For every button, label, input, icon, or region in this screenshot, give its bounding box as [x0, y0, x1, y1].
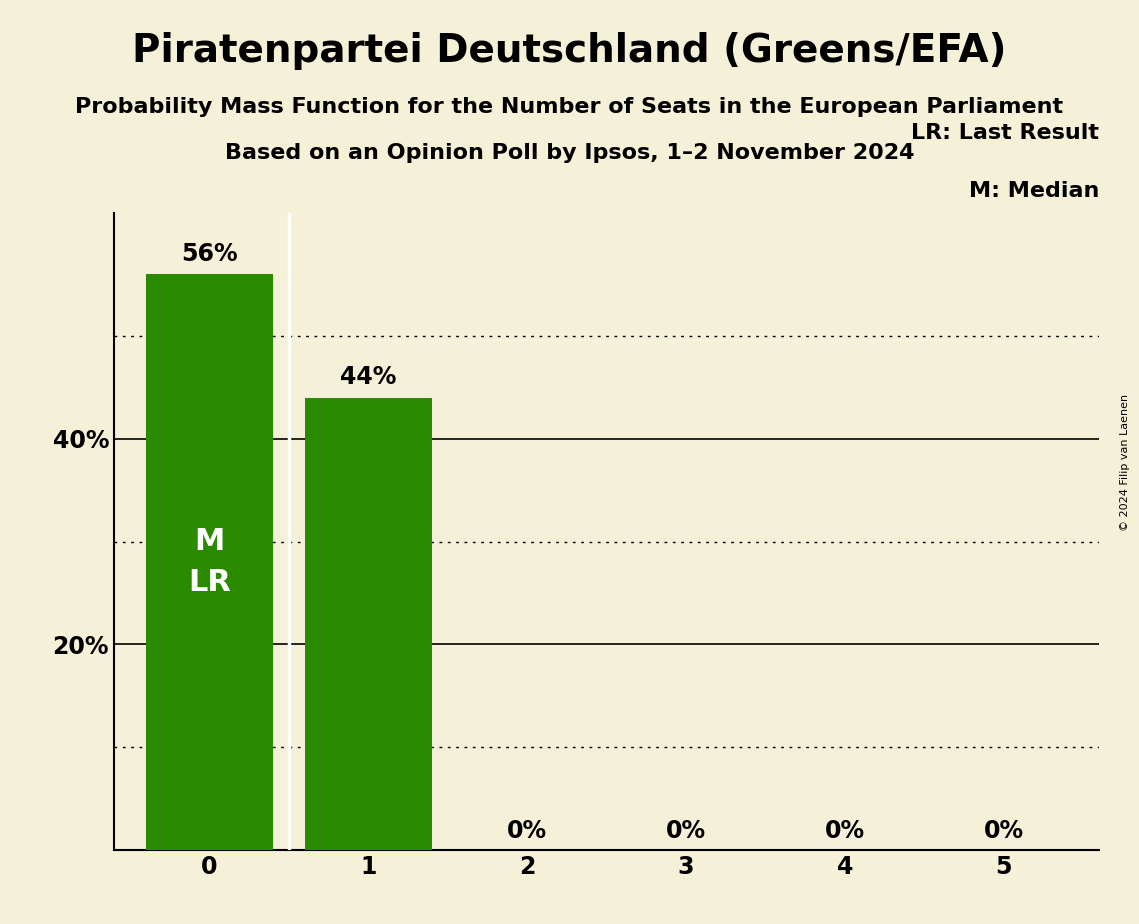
Bar — [146, 274, 273, 850]
Text: 0%: 0% — [984, 819, 1024, 843]
Text: LR: Last Result: LR: Last Result — [911, 123, 1099, 143]
Text: 56%: 56% — [181, 242, 238, 266]
Bar — [304, 397, 432, 850]
Text: © 2024 Filip van Laenen: © 2024 Filip van Laenen — [1121, 394, 1130, 530]
Text: Piratenpartei Deutschland (Greens/EFA): Piratenpartei Deutschland (Greens/EFA) — [132, 32, 1007, 70]
Text: 0%: 0% — [666, 819, 706, 843]
Text: 0%: 0% — [825, 819, 865, 843]
Text: Based on an Opinion Poll by Ipsos, 1–2 November 2024: Based on an Opinion Poll by Ipsos, 1–2 N… — [224, 143, 915, 164]
Text: 44%: 44% — [339, 365, 396, 389]
Text: M
LR: M LR — [188, 528, 231, 597]
Text: Probability Mass Function for the Number of Seats in the European Parliament: Probability Mass Function for the Number… — [75, 97, 1064, 117]
Text: M: Median: M: Median — [969, 180, 1099, 201]
Text: 0%: 0% — [507, 819, 547, 843]
